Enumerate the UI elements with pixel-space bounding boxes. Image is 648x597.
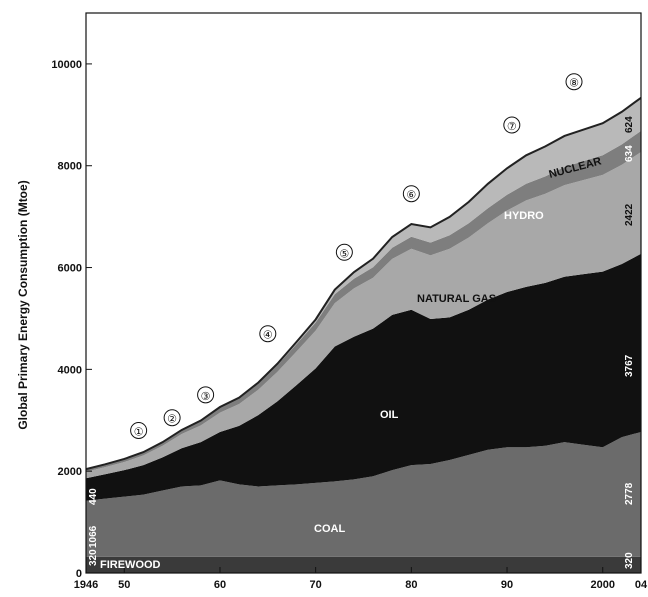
end-value-natural-gas: 2422 xyxy=(624,203,635,226)
area-oil xyxy=(86,253,641,501)
series-label-hydro: HYDRO xyxy=(504,210,544,222)
y-axis: 0 2000 4000 6000 8000 10000 xyxy=(51,59,92,580)
x-tick-label: 60 xyxy=(214,579,226,591)
event-marker-label: ⑦ xyxy=(507,120,517,133)
end-value-oil: 3767 xyxy=(624,354,635,377)
event-marker-circle xyxy=(197,386,215,404)
event-marker-circle xyxy=(259,325,277,343)
y-tick-label: 2000 xyxy=(58,466,82,478)
event-marker-circle xyxy=(335,243,353,261)
stacked-areas xyxy=(85,96,642,573)
end-value-labels: 320 2778 3767 2422 634 624 xyxy=(624,116,635,569)
y-tick-label: 6000 xyxy=(58,263,82,275)
event-marker-label: ④ xyxy=(263,329,273,342)
x-tick-label: 04 xyxy=(635,579,648,591)
start-value-labels: 320 1066 440 xyxy=(88,488,99,566)
total-outline xyxy=(85,96,642,471)
event-marker-label: ② xyxy=(167,413,177,426)
event-marker-label: ⑥ xyxy=(406,189,416,202)
series-label-coal: COAL xyxy=(314,523,345,535)
x-tick-label: 80 xyxy=(405,579,417,591)
event-marker-circle xyxy=(503,116,521,134)
start-value-oil: 440 xyxy=(88,488,99,505)
y-tick-label: 10000 xyxy=(51,59,82,71)
event-marker-circle xyxy=(130,421,148,439)
y-axis-title: Global Primary Energy Consumption (Mtoe) xyxy=(16,180,30,429)
area-firewood xyxy=(86,556,641,573)
series-label-firewood: FIREWOOD xyxy=(100,559,161,571)
plot-frame xyxy=(85,12,642,574)
end-value-hydro: 634 xyxy=(624,145,635,162)
x-tick-label: 1946 xyxy=(74,579,98,591)
y-tick-label: 8000 xyxy=(58,161,82,173)
end-value-nuclear: 624 xyxy=(624,116,635,133)
x-tick-label: 70 xyxy=(310,579,322,591)
x-tick-label: 50 xyxy=(118,579,130,591)
event-marker-circle xyxy=(402,185,420,203)
end-value-firewood: 320 xyxy=(624,552,635,569)
start-value-coal: 1066 xyxy=(88,525,99,548)
start-value-firewood: 320 xyxy=(88,549,99,566)
event-markers: ① ② ③ ④ ⑤ ⑥ ⑦ ⑧ xyxy=(130,73,583,439)
area-nuclear xyxy=(86,97,641,470)
x-tick-label: 2000 xyxy=(590,579,614,591)
series-label-natural-gas: NATURAL GAS xyxy=(417,293,496,305)
event-marker-label: ① xyxy=(134,425,144,438)
end-value-coal: 2778 xyxy=(624,482,635,505)
event-marker-circle xyxy=(163,409,181,427)
event-marker-label: ⑧ xyxy=(569,77,579,90)
series-label-oil: OIL xyxy=(380,409,399,421)
area-natural-gas xyxy=(86,151,641,479)
area-hydro xyxy=(86,130,641,472)
y-tick-label: 4000 xyxy=(58,364,82,376)
x-axis: 1946 50 60 70 80 90 2000 04 xyxy=(74,567,648,591)
y-tick-label: 0 xyxy=(76,568,82,580)
event-marker-circle xyxy=(565,73,583,91)
event-marker-label: ③ xyxy=(201,390,211,403)
x-tick-label: 90 xyxy=(501,579,513,591)
event-marker-label: ⑤ xyxy=(339,247,349,260)
area-coal xyxy=(86,431,641,557)
